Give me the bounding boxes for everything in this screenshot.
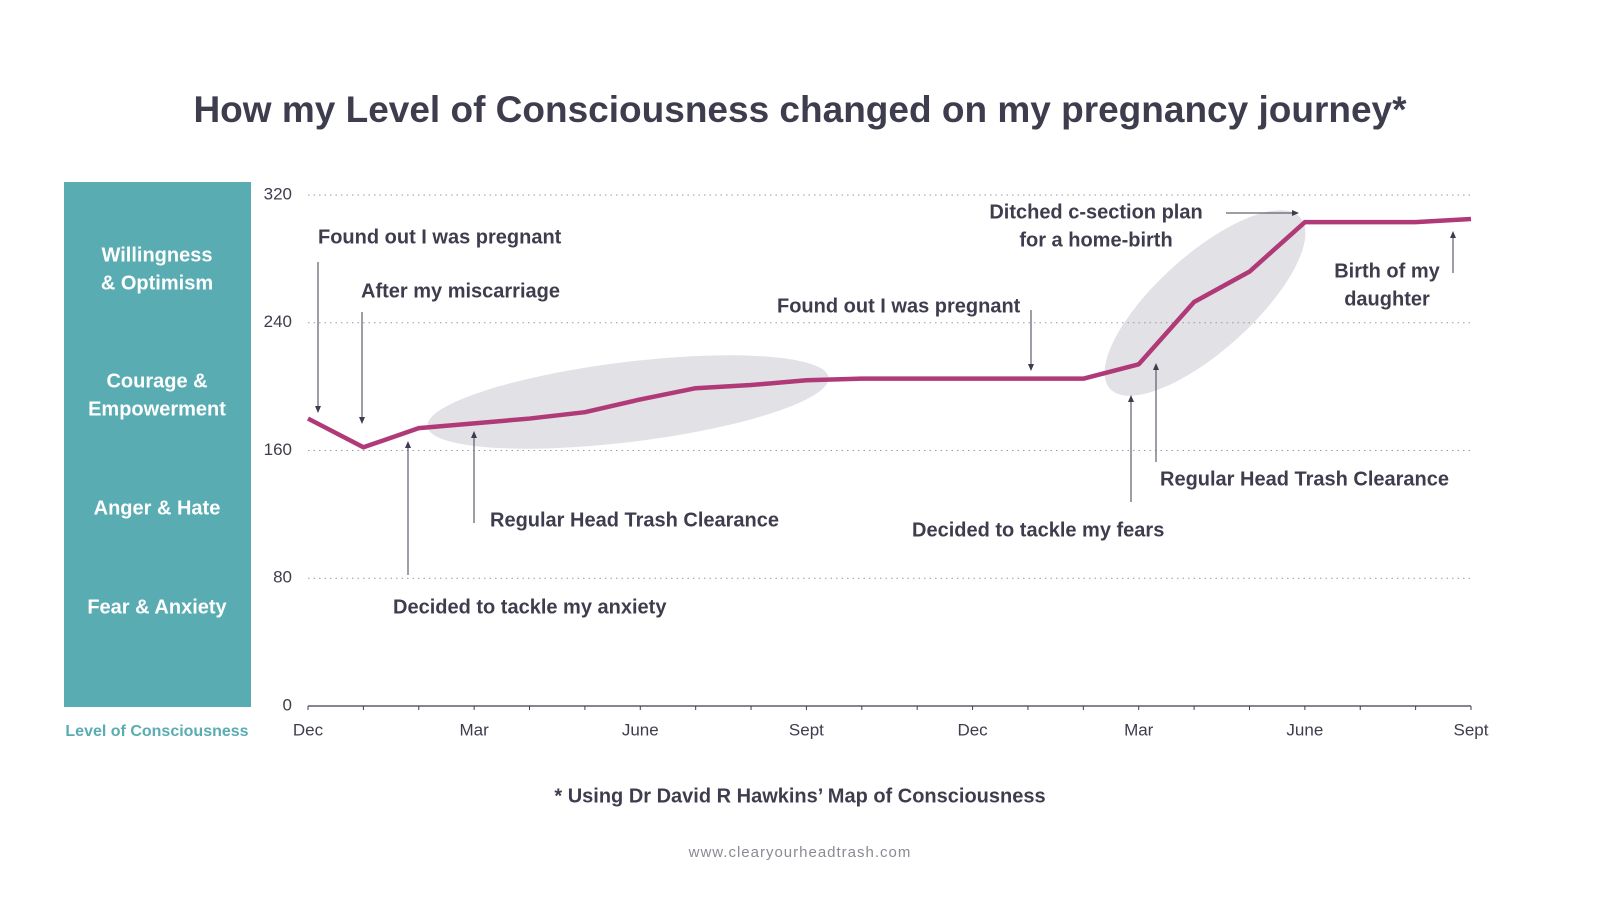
y-axis-label: Level of Consciousness	[65, 723, 248, 740]
annotation: for a home-birth	[1019, 229, 1172, 251]
x-tick-label: Mar	[460, 720, 490, 739]
footnote: * Using Dr David R Hawkins’ Map of Consc…	[554, 785, 1045, 807]
band-label: & Optimism	[101, 272, 213, 294]
source: www.clearyourheadtrash.com	[688, 844, 912, 861]
annotation: Ditched c-section plan	[989, 201, 1202, 223]
y-tick-label: 320	[264, 184, 292, 203]
annotation: Birth of my	[1334, 260, 1440, 282]
x-tick-label: June	[1286, 720, 1323, 739]
band-label: Empowerment	[88, 398, 226, 420]
annotation: Decided to tackle my anxiety	[393, 596, 667, 618]
x-tick-label: Dec	[957, 720, 988, 739]
data-line	[306, 216, 1472, 450]
band-label: Courage &	[106, 370, 207, 392]
y-tick-label: 0	[283, 695, 292, 714]
y-tick-label: 80	[273, 568, 292, 587]
band-label: Fear & Anxiety	[87, 596, 227, 618]
annotation: Found out I was pregnant	[318, 226, 562, 248]
annotation: Regular Head Trash Clearance	[1160, 468, 1449, 490]
x-tick-label: June	[622, 720, 659, 739]
annotation: Decided to tackle my fears	[912, 519, 1164, 541]
y-tick-label: 160	[264, 440, 292, 459]
annotation: Regular Head Trash Clearance	[490, 509, 779, 531]
band-label: Anger & Hate	[94, 497, 221, 519]
band-label: Willingness	[102, 244, 213, 266]
annotation: After my miscarriage	[361, 280, 560, 302]
chart-title: How my Level of Consciousness changed on…	[193, 89, 1407, 130]
x-tick-label: Sept	[789, 720, 824, 739]
x-tick-label: Sept	[1454, 720, 1489, 739]
x-tick-label: Dec	[293, 720, 324, 739]
annotation: Found out I was pregnant	[777, 295, 1021, 317]
annotation: daughter	[1344, 288, 1430, 310]
y-tick-label: 240	[264, 312, 292, 331]
x-tick-label: Mar	[1124, 720, 1154, 739]
level-panel	[64, 182, 251, 707]
